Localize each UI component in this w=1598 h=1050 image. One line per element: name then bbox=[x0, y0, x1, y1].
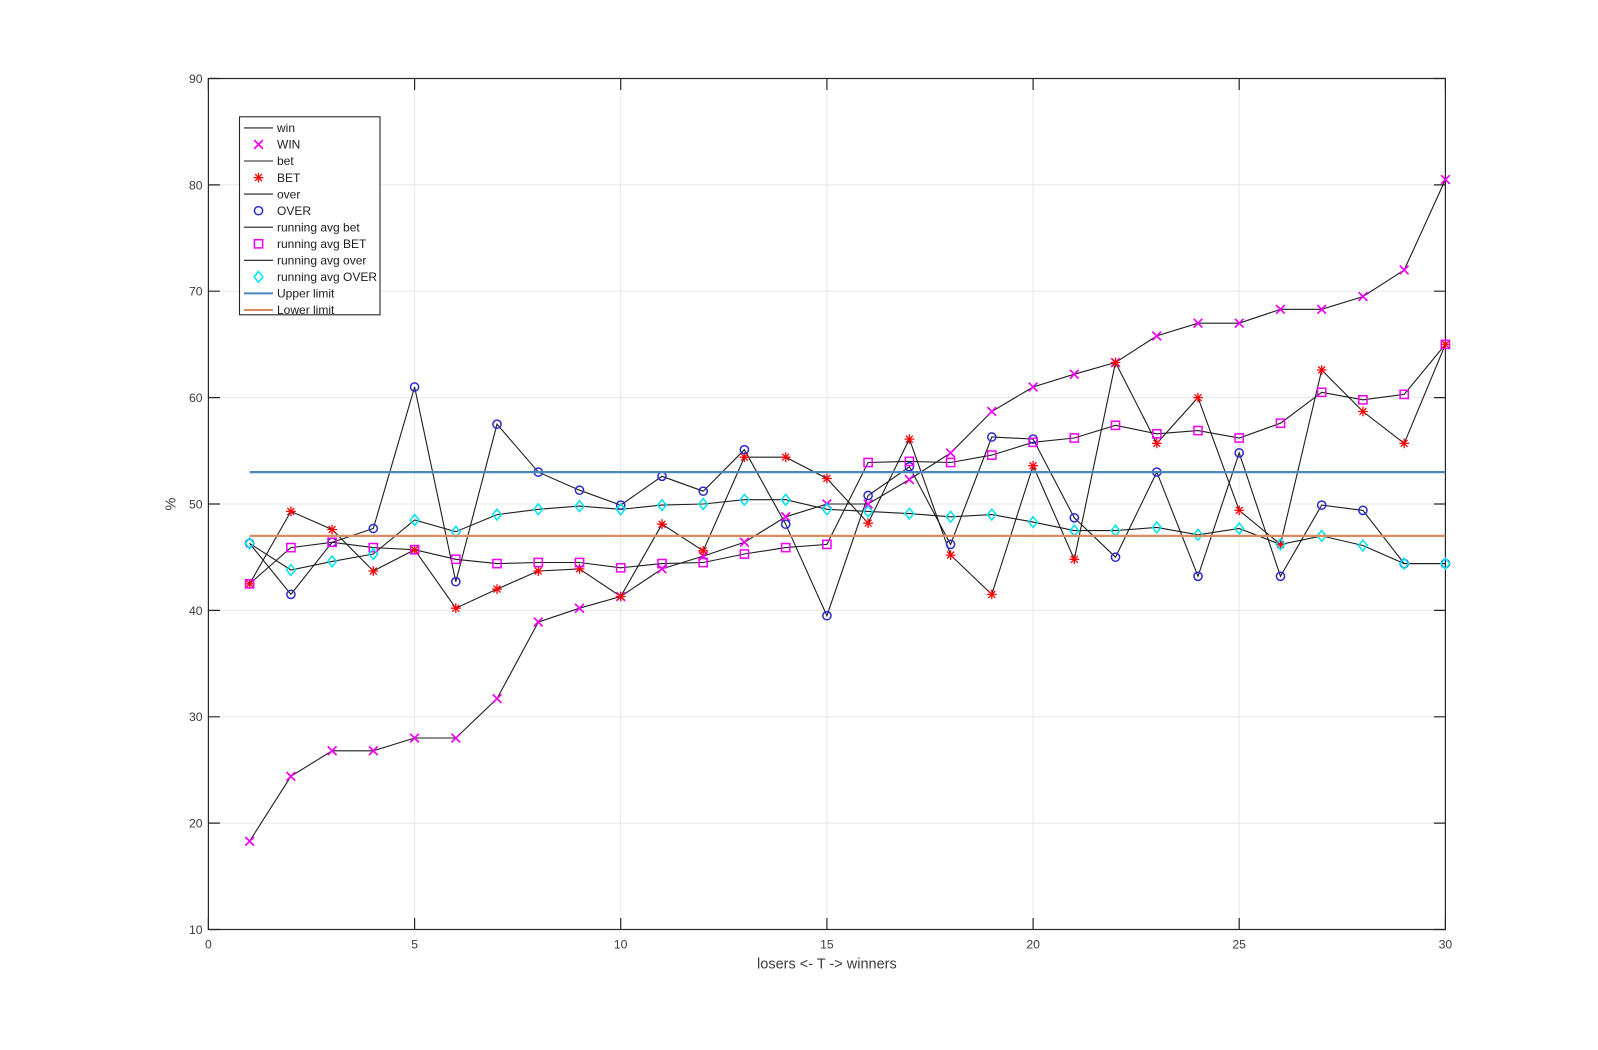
svg-text:bet: bet bbox=[277, 154, 294, 168]
svg-text:WIN: WIN bbox=[277, 138, 300, 152]
svg-text:15: 15 bbox=[820, 938, 834, 952]
svg-text:over: over bbox=[277, 187, 300, 201]
svg-text:running avg BET: running avg BET bbox=[277, 237, 367, 251]
svg-text:running avg bet: running avg bet bbox=[277, 220, 360, 234]
svg-text:30: 30 bbox=[189, 710, 203, 724]
svg-text:BET: BET bbox=[277, 171, 301, 185]
svg-text:40: 40 bbox=[189, 604, 203, 618]
svg-text:20: 20 bbox=[1026, 938, 1040, 952]
svg-text:win: win bbox=[276, 121, 295, 135]
svg-text:5: 5 bbox=[411, 938, 418, 952]
svg-text:OVER: OVER bbox=[277, 204, 311, 218]
svg-text:30: 30 bbox=[1439, 938, 1453, 952]
svg-text:80: 80 bbox=[189, 178, 203, 192]
svg-text:70: 70 bbox=[189, 285, 203, 299]
svg-text:50: 50 bbox=[189, 497, 203, 511]
svg-text:20: 20 bbox=[189, 817, 203, 831]
svg-text:Upper limit: Upper limit bbox=[277, 287, 335, 301]
svg-text:60: 60 bbox=[189, 391, 203, 405]
svg-text:0: 0 bbox=[205, 938, 212, 952]
svg-text:%: % bbox=[164, 497, 180, 510]
svg-text:losers <- T -> winners: losers <- T -> winners bbox=[757, 957, 897, 973]
svg-text:10: 10 bbox=[189, 923, 203, 937]
svg-text:running avg over: running avg over bbox=[277, 254, 366, 268]
svg-text:25: 25 bbox=[1232, 938, 1246, 952]
svg-text:running avg OVER: running avg OVER bbox=[277, 270, 377, 284]
svg-text:10: 10 bbox=[614, 938, 628, 952]
svg-text:Lower limit: Lower limit bbox=[277, 303, 335, 317]
svg-text:90: 90 bbox=[189, 72, 203, 86]
